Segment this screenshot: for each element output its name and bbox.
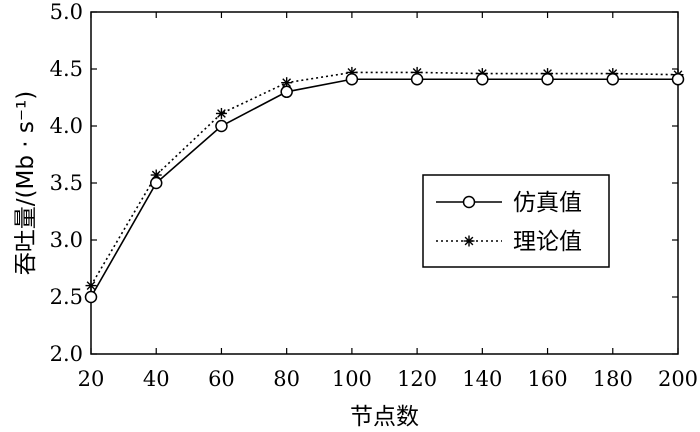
legend-label-theoretical: 理论值 [513,229,582,255]
x-tick-label: 80 [273,367,300,391]
data-point [215,107,227,119]
data-point [410,73,424,86]
x-tick-label: 140 [462,367,502,391]
data-point [606,73,620,86]
y-axis: 2.0 2.5 3.0 3.5 4.0 4.5 5.0 [50,0,678,366]
data-point [541,73,554,86]
legend-item-simulated: 仿真值 [436,190,582,216]
legend-marker-simulated [462,195,476,209]
x-axis: 20 40 60 80 100 120 140 160 180 200 [78,12,698,391]
data-point [280,85,293,99]
x-tick-label: 20 [78,367,105,391]
legend-marker-theoretical [463,235,475,247]
y-tick-label: 2.0 [50,342,83,366]
series-layer [84,66,685,304]
y-tick-label: 5.0 [50,0,83,24]
y-axis-title: 吞吐量/(Mb · s⁻¹) [13,91,39,275]
x-tick-label: 60 [208,367,235,391]
x-tick-label: 180 [593,367,633,391]
data-point [476,73,489,86]
y-tick-label: 4.0 [50,114,83,138]
data-point [85,280,97,292]
x-axis-title: 节点数 [350,404,419,430]
x-tick-label: 100 [332,367,372,391]
data-point [671,73,685,86]
series-line [90,78,678,298]
legend: 仿真值 理论值 [422,174,610,268]
x-tick-label: 200 [658,367,698,391]
legend-item-theoretical: 理论值 [436,229,582,255]
asterisk-icon [463,235,475,247]
x-tick-label: 120 [397,367,437,391]
y-tick-label: 2.5 [50,285,83,309]
data-point [84,290,98,304]
x-tick-label: 160 [528,367,568,391]
data-point [345,73,359,86]
y-tick-label: 4.5 [50,57,83,81]
y-tick-label: 3.5 [50,171,83,195]
data-point [215,119,228,133]
data-point [149,176,163,190]
legend-box [422,174,610,268]
legend-label-simulated: 仿真值 [513,190,582,216]
x-tick-label: 40 [143,367,170,391]
y-tick-label: 3.0 [50,228,83,252]
series-simulated [84,73,685,304]
